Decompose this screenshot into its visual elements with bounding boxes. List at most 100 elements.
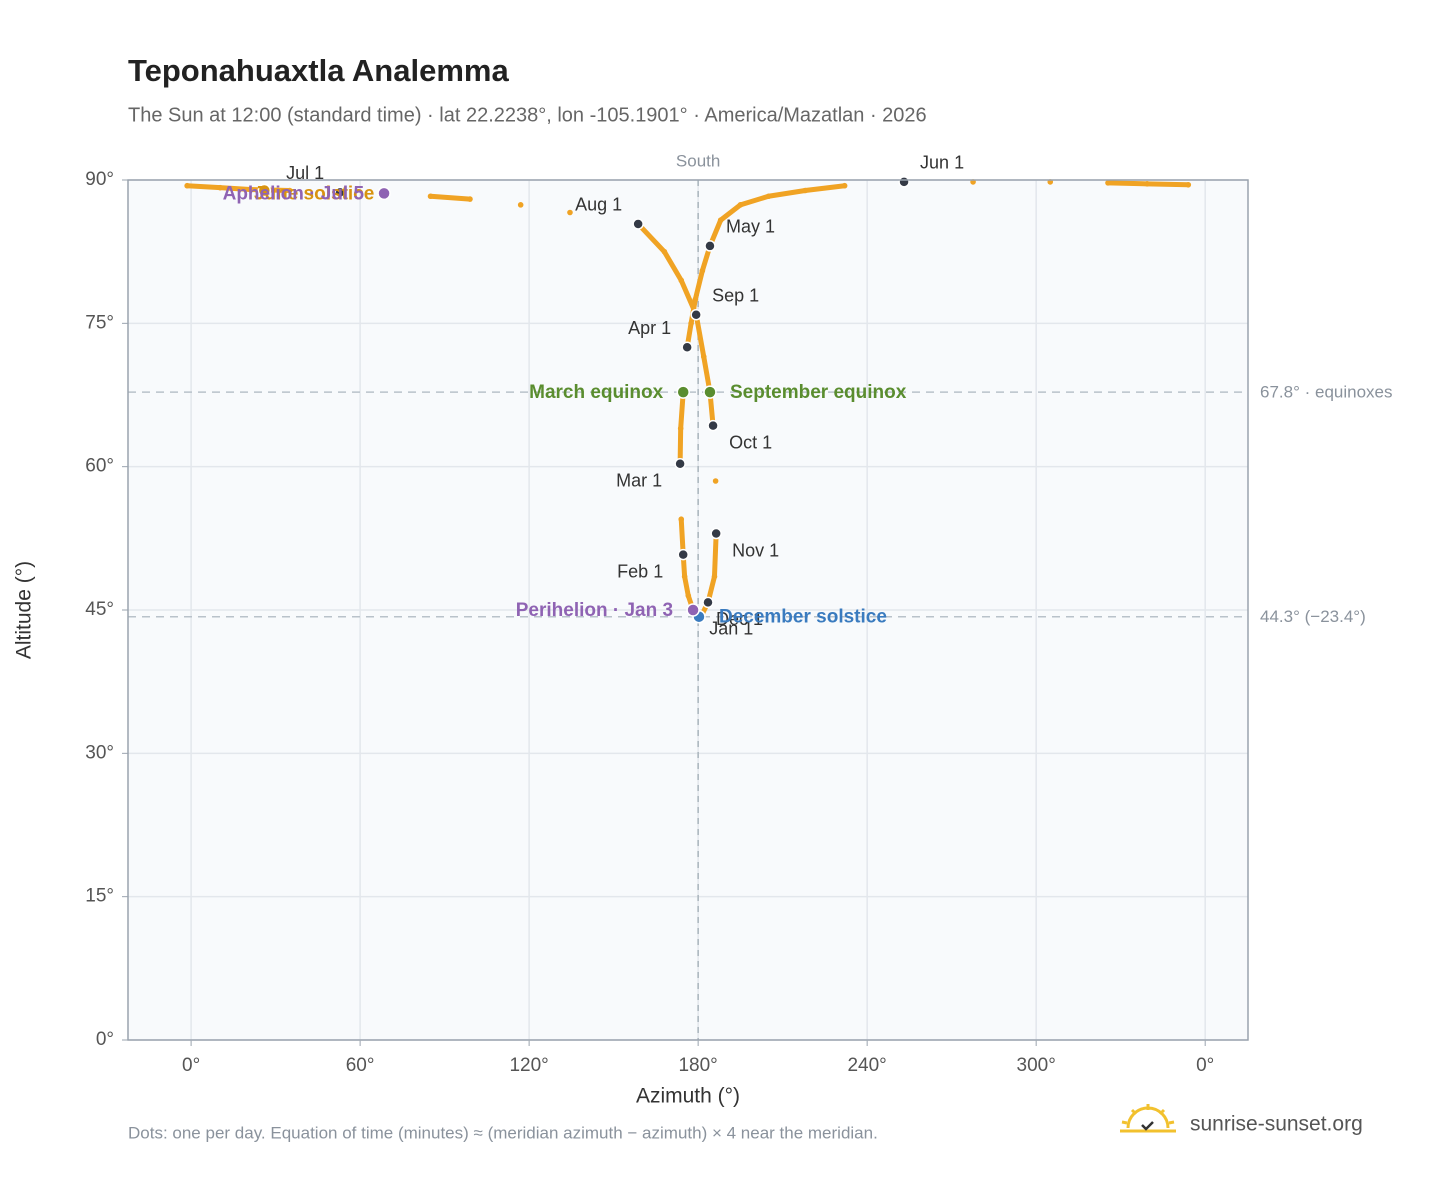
analemma-segment <box>802 183 848 194</box>
event-dot <box>257 183 272 198</box>
month-dot <box>707 419 719 432</box>
x-tick-label: 60° <box>346 1055 375 1076</box>
day-dot <box>678 277 685 284</box>
y-tick-label: 45° <box>85 599 114 620</box>
day-dot <box>427 193 434 200</box>
event-label: March equinox <box>529 382 664 403</box>
x-tick-label: 180° <box>678 1055 717 1076</box>
event-dot <box>676 385 690 399</box>
analemma-segment <box>737 193 772 208</box>
day-dot <box>717 217 724 223</box>
x-tick-label: 0° <box>1196 1055 1214 1076</box>
month-dot <box>704 240 716 252</box>
day-dot <box>688 320 694 327</box>
month-label: Feb 1 <box>617 561 663 581</box>
analemma-segment <box>693 312 707 360</box>
event-label: June solstice <box>254 184 374 205</box>
day-dot <box>184 182 190 189</box>
brand-name: sunrise-sunset.org <box>1190 1113 1363 1136</box>
y-tick-label: 0° <box>96 1029 114 1050</box>
event-dot <box>703 385 717 399</box>
chart-subtitle: The Sun at 12:00 (standard time) · lat 2… <box>128 104 927 126</box>
month-label: Jan 1 <box>709 618 753 638</box>
x-tick-label: 300° <box>1017 1055 1056 1076</box>
y-tick-label: 75° <box>85 312 114 333</box>
day-dot <box>681 573 688 580</box>
day-dot <box>517 202 524 208</box>
day-dot <box>678 516 685 523</box>
month-dot <box>690 308 702 321</box>
day-dot <box>247 186 254 193</box>
day-dot <box>802 187 808 194</box>
month-dot <box>677 548 689 561</box>
analemma-segment <box>661 249 684 283</box>
analemma-segment <box>682 574 691 599</box>
day-dot <box>1105 180 1111 186</box>
meridian-label: South <box>676 151 720 170</box>
day-dot <box>700 353 707 360</box>
plot-frame <box>127 179 1249 1041</box>
month-dot <box>674 458 686 470</box>
y-tick-label: 30° <box>85 742 114 763</box>
day-dot <box>286 187 293 194</box>
y-tick-label: 60° <box>85 456 114 477</box>
analemma-segment <box>428 193 473 202</box>
y-tick-label: 90° <box>85 169 114 190</box>
analemma-segment <box>677 425 684 467</box>
month-dot <box>702 596 714 609</box>
x-tick-label: 240° <box>847 1055 886 1076</box>
day-dot <box>467 196 473 202</box>
month-label: Apr 1 <box>628 318 671 338</box>
event-label: Perihelion · Jan 3 <box>516 600 673 621</box>
day-dot <box>567 209 573 216</box>
x-tick-label: 120° <box>509 1055 548 1076</box>
analemma-segment <box>711 531 719 580</box>
event-dot <box>377 186 391 201</box>
month-label: May 1 <box>726 217 775 237</box>
day-dot <box>217 184 223 191</box>
brand-logo <box>1120 1104 1176 1133</box>
month-label: Mar 1 <box>616 471 662 491</box>
month-dot <box>681 341 693 353</box>
day-dot <box>661 248 668 255</box>
analemma-segment <box>718 202 743 223</box>
analemma-segment <box>678 516 686 558</box>
month-label: Oct 1 <box>729 432 772 452</box>
day-dot <box>737 202 744 208</box>
day-dot <box>685 592 692 599</box>
month-dot <box>632 218 644 230</box>
month-label: Dec 1 <box>716 609 763 629</box>
analemma-segment <box>692 268 705 302</box>
day-dot <box>692 296 699 303</box>
analemma-segment <box>184 183 223 191</box>
day-dot <box>712 478 719 484</box>
y-axis-label: Altitude (°) <box>13 561 36 659</box>
day-dot <box>711 573 718 580</box>
analemma-segment <box>678 277 699 318</box>
event-label: September equinox <box>730 382 907 403</box>
x-axis-label: Azimuth (°) <box>636 1085 740 1108</box>
day-dot <box>841 182 848 189</box>
day-dot <box>699 267 706 274</box>
month-dot <box>898 176 910 188</box>
day-dot <box>1144 181 1150 187</box>
day-dot <box>677 425 684 432</box>
event-label: December solstice <box>719 607 887 628</box>
month-dot <box>710 527 722 540</box>
x-tick-label: 0° <box>182 1055 200 1076</box>
month-label: Jul 1 <box>286 163 324 183</box>
event-label: Aphelion · Jul 5 <box>223 183 365 204</box>
month-label: Jun 1 <box>920 153 964 173</box>
month-dot <box>334 186 346 199</box>
footnote: Dots: one per day. Equation of time (min… <box>128 1123 878 1142</box>
month-label: Nov 1 <box>732 540 779 560</box>
event-dot <box>686 603 700 617</box>
analemma-segment <box>217 185 253 193</box>
day-dot <box>1185 181 1192 188</box>
reference-label: 67.8° · equinoxes <box>1260 383 1393 402</box>
month-label: Sep 1 <box>712 285 759 305</box>
reference-label: 44.3° (−23.4°) <box>1260 607 1366 626</box>
analemma-segment <box>1144 181 1191 188</box>
day-dot <box>765 193 772 200</box>
